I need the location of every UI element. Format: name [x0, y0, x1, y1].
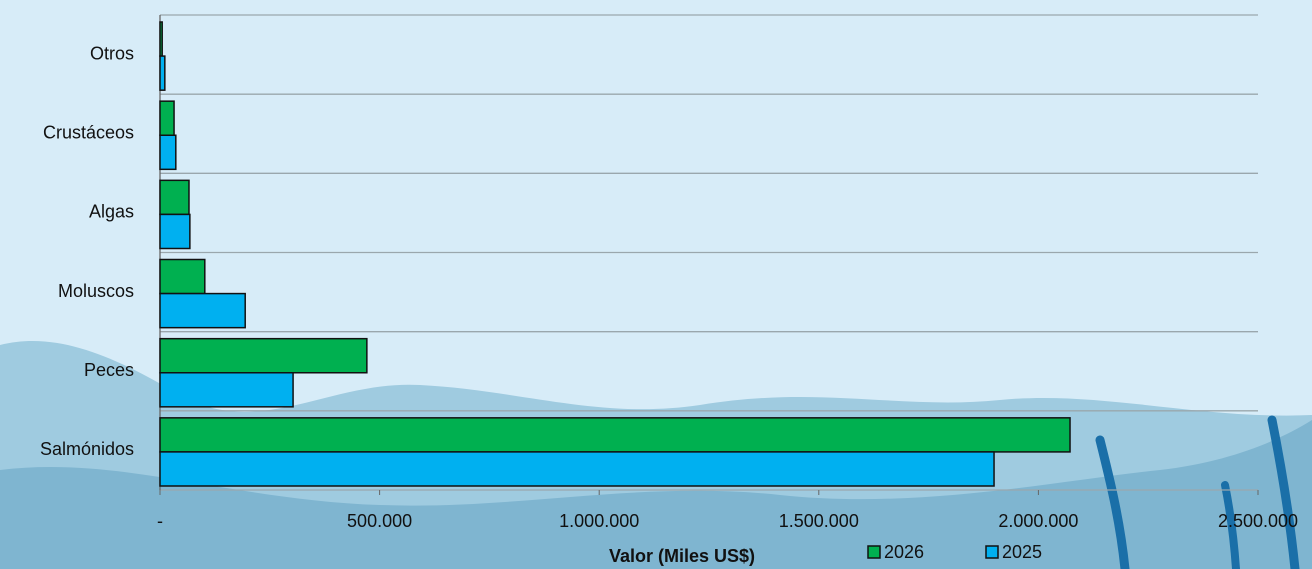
y-tick-label: Crustáceos: [43, 123, 134, 143]
x-tick-label: 1.000.000: [559, 511, 639, 531]
y-tick-label: Moluscos: [58, 281, 134, 301]
bar: [159, 213, 191, 250]
legend-swatch: [985, 545, 999, 559]
x-tick-label: -: [157, 511, 163, 531]
legend-label: 2026: [884, 542, 924, 562]
bar: [159, 258, 206, 295]
x-tick-label: 500.000: [347, 511, 412, 531]
legend-label: 2025: [1002, 542, 1042, 562]
x-tick-label: 1.500.000: [779, 511, 859, 531]
y-tick-label: Algas: [89, 202, 134, 222]
legend-swatch: [867, 545, 881, 559]
bar: [159, 337, 368, 374]
bar: [159, 179, 190, 216]
bar: [159, 292, 246, 329]
x-tick-label: 2.000.000: [998, 511, 1078, 531]
y-tick-label: Otros: [90, 43, 134, 63]
x-axis-title: Valor (Miles US$): [609, 546, 755, 566]
bar: [159, 55, 166, 91]
bar: [159, 134, 177, 171]
bar: [159, 451, 995, 487]
bar: [159, 372, 294, 408]
bar: [159, 100, 175, 136]
y-tick-label: Peces: [84, 360, 134, 380]
x-tick-label: 2.500.000: [1218, 511, 1298, 531]
bar: [159, 21, 163, 57]
y-tick-label: Salmónidos: [40, 439, 134, 459]
bar: [159, 417, 1071, 453]
